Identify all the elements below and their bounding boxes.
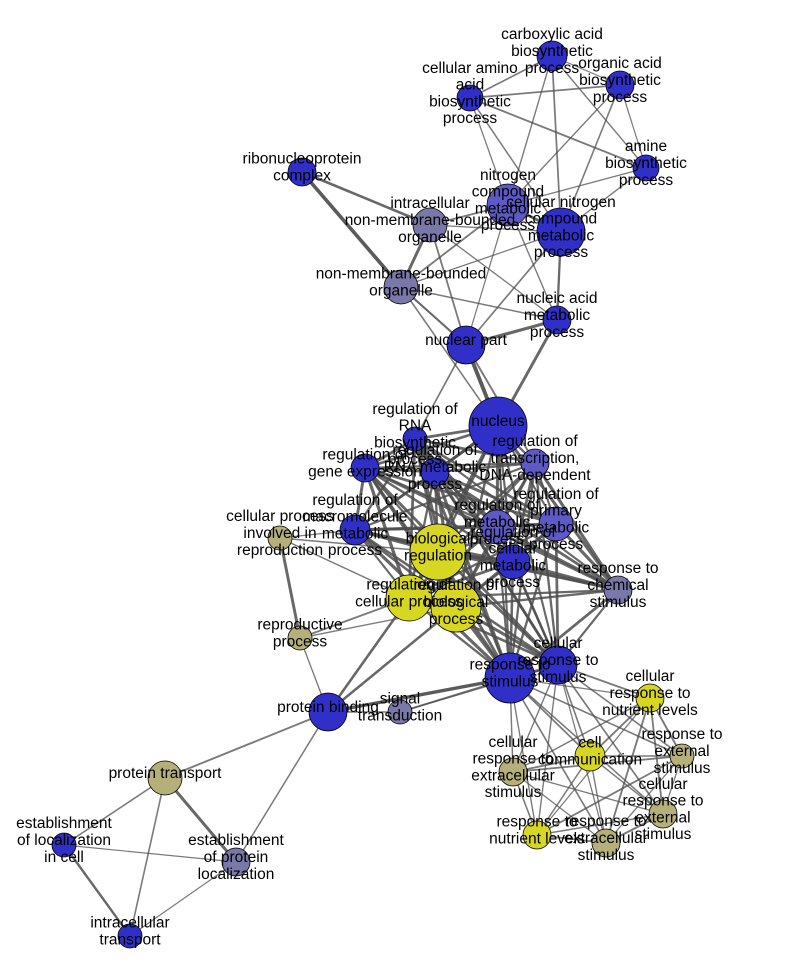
svg-text:nuclear part: nuclear part [425, 332, 508, 349]
svg-text:nucleus: nucleus [471, 413, 525, 430]
svg-text:protein transport: protein transport [109, 765, 223, 782]
